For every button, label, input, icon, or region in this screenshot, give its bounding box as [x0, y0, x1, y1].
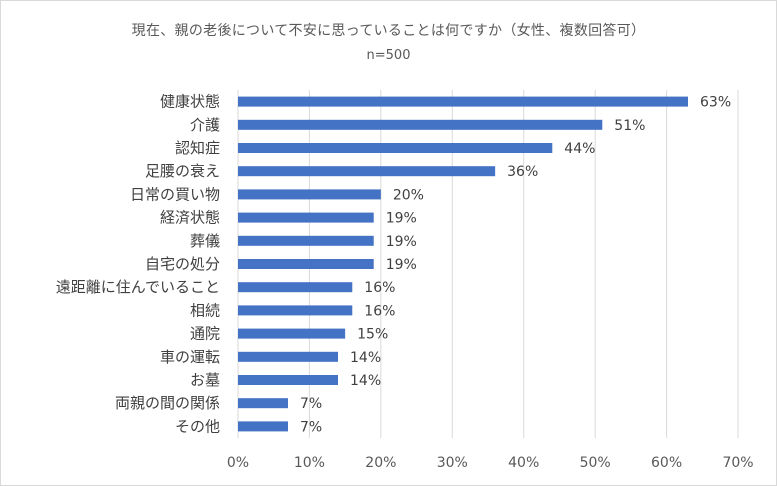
category-label-0: 健康状態: [160, 93, 220, 111]
category-label-5: 経済状態: [160, 209, 220, 227]
x-tick-label-3: 30%: [437, 455, 468, 471]
bar-5: [238, 212, 374, 223]
category-label-9: 相続: [190, 301, 220, 319]
chart-title: 現在、親の老後について不安に思っていることは何ですか（女性、複数回答可）: [131, 23, 646, 39]
value-label-10: 15%: [357, 327, 388, 343]
bars: [238, 96, 688, 432]
x-tick-label-7: 70%: [722, 455, 753, 471]
x-tick-label-0: 0%: [227, 455, 249, 471]
value-label-1: 51%: [614, 118, 645, 134]
value-label-2: 44%: [564, 141, 595, 157]
category-label-11: 車の運転: [160, 348, 220, 366]
value-label-12: 14%: [350, 373, 381, 389]
bar-8: [238, 282, 353, 293]
category-label-10: 通院: [190, 325, 220, 343]
x-axis-tick-labels: 0% 10% 20% 30% 40% 50% 60% 70%: [227, 455, 754, 471]
value-label-0: 63%: [700, 95, 731, 111]
category-label-13: 両親の間の関係: [115, 394, 220, 412]
bar-4: [238, 189, 381, 200]
bar-13: [238, 398, 288, 409]
bar-3: [238, 166, 496, 177]
value-label-14: 7%: [300, 419, 322, 435]
value-labels: 63% 51% 44% 36% 20% 19% 19% 19% 16% 16% 15% 14% 14% 7…: [300, 95, 731, 436]
category-label-14: その他: [175, 417, 220, 435]
bar-6: [238, 235, 374, 246]
bar-1: [238, 119, 603, 130]
bar-7: [238, 259, 374, 269]
bar-11: [238, 351, 338, 362]
category-label-1: 介護: [190, 116, 220, 134]
bar-0: [238, 96, 688, 107]
category-label-6: 葬儀: [190, 232, 220, 250]
category-label-7: 自宅の処分: [145, 255, 220, 273]
category-label-3: 足腰の衰え: [145, 162, 220, 180]
bar-10: [238, 328, 346, 339]
bar-9: [238, 305, 353, 316]
category-label-4: 日常の買い物: [130, 185, 220, 203]
bar-14: [238, 421, 288, 432]
category-labels: 健康状態介護認知症足腰の衰え日常の買い物経済状態葬儀自宅の処分遠距離に住んでいる…: [56, 93, 220, 436]
value-label-9: 16%: [364, 303, 395, 319]
value-label-4: 20%: [393, 187, 424, 203]
bar-2: [238, 143, 553, 153]
value-label-3: 36%: [507, 164, 538, 180]
value-label-7: 19%: [386, 257, 417, 273]
x-tick-label-1: 10%: [294, 455, 325, 471]
x-tick-label-2: 20%: [365, 455, 396, 471]
category-label-12: お墓: [190, 371, 220, 389]
category-label-8: 遠距離に住んでいること: [56, 278, 220, 296]
chart-subtitle: n=500: [366, 48, 411, 63]
x-tick-label-5: 50%: [580, 455, 611, 471]
value-label-8: 16%: [364, 280, 395, 296]
bar-12: [238, 375, 338, 385]
value-label-6: 19%: [386, 234, 417, 250]
category-label-2: 認知症: [175, 139, 220, 157]
x-tick-label-4: 40%: [508, 455, 539, 471]
value-label-13: 7%: [300, 396, 322, 412]
value-label-11: 14%: [350, 350, 381, 366]
x-tick-label-6: 60%: [651, 455, 682, 471]
value-label-5: 19%: [386, 211, 417, 227]
